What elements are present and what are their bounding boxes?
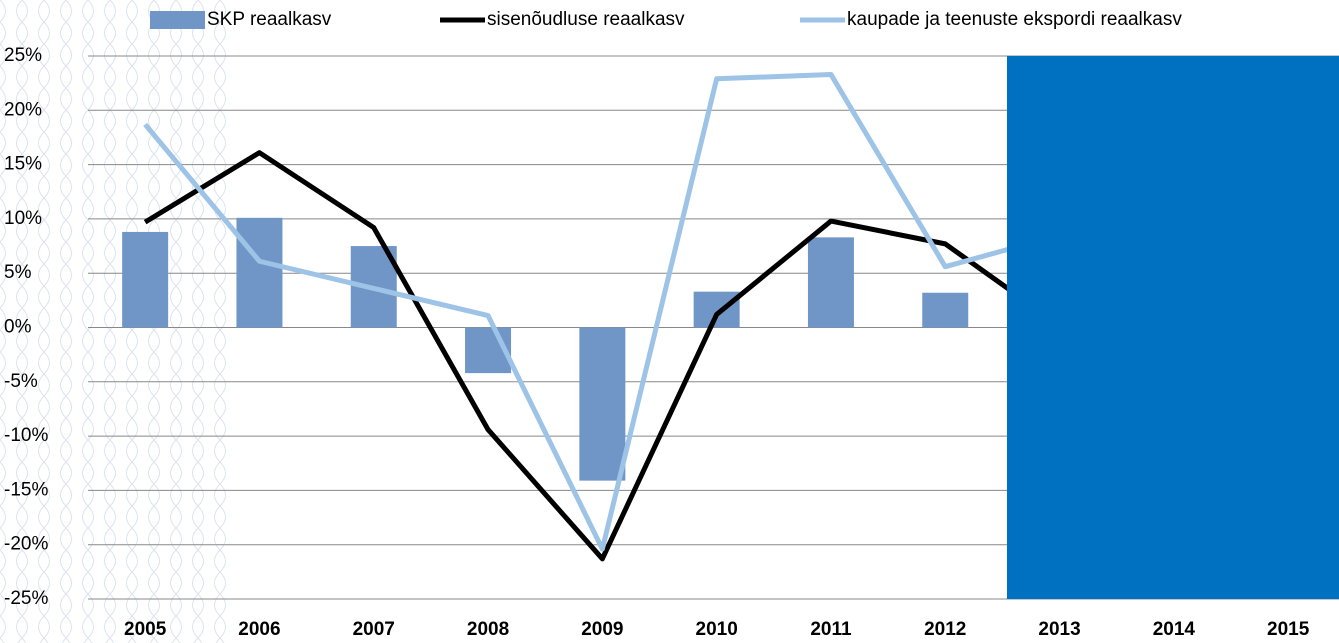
x-tick-label: 2008 bbox=[467, 619, 509, 640]
y-tick-label: 15% bbox=[4, 154, 42, 175]
y-tick-label: -25% bbox=[4, 588, 48, 609]
y-tick-label: -5% bbox=[4, 371, 38, 392]
y-tick-label: -20% bbox=[4, 534, 48, 555]
y-tick-label: 5% bbox=[4, 262, 32, 283]
bar bbox=[807, 237, 854, 328]
background-pattern bbox=[0, 0, 230, 643]
bar bbox=[579, 327, 626, 481]
x-tick-label: 2005 bbox=[124, 619, 167, 640]
x-tick-label: 2010 bbox=[696, 619, 738, 640]
x-tick-label: 2014 bbox=[1153, 619, 1196, 640]
bar bbox=[236, 217, 283, 328]
y-tick-label: -15% bbox=[4, 479, 48, 500]
bar bbox=[693, 291, 740, 328]
y-tick-label: -10% bbox=[4, 425, 48, 446]
legend-label: kaupade ja teenuste ekspordi reaalkasv bbox=[847, 9, 1182, 30]
legend-label: sisenõudluse reaalkasv bbox=[487, 9, 685, 30]
bar bbox=[922, 292, 969, 328]
legend-label: SKP reaalkasv bbox=[207, 9, 332, 30]
x-tick-label: 2009 bbox=[581, 619, 623, 640]
x-tick-label: 2006 bbox=[238, 619, 280, 640]
x-tick-label: 2013 bbox=[1038, 619, 1080, 640]
x-tick-label: 2012 bbox=[924, 619, 966, 640]
line bbox=[143, 150, 1062, 562]
x-tick-label: 2015 bbox=[1267, 619, 1310, 640]
y-tick-label: 0% bbox=[4, 317, 32, 338]
bar bbox=[122, 231, 169, 328]
y-tick-label: 20% bbox=[4, 99, 42, 120]
line bbox=[143, 71, 1061, 552]
y-tick-label: 25% bbox=[4, 45, 42, 66]
x-tick-label: 2011 bbox=[810, 619, 852, 640]
x-tick-label: 2007 bbox=[353, 619, 395, 640]
forecast-overlay bbox=[1007, 56, 1339, 599]
legend-swatch bbox=[150, 11, 205, 29]
y-tick-label: 10% bbox=[4, 208, 42, 229]
